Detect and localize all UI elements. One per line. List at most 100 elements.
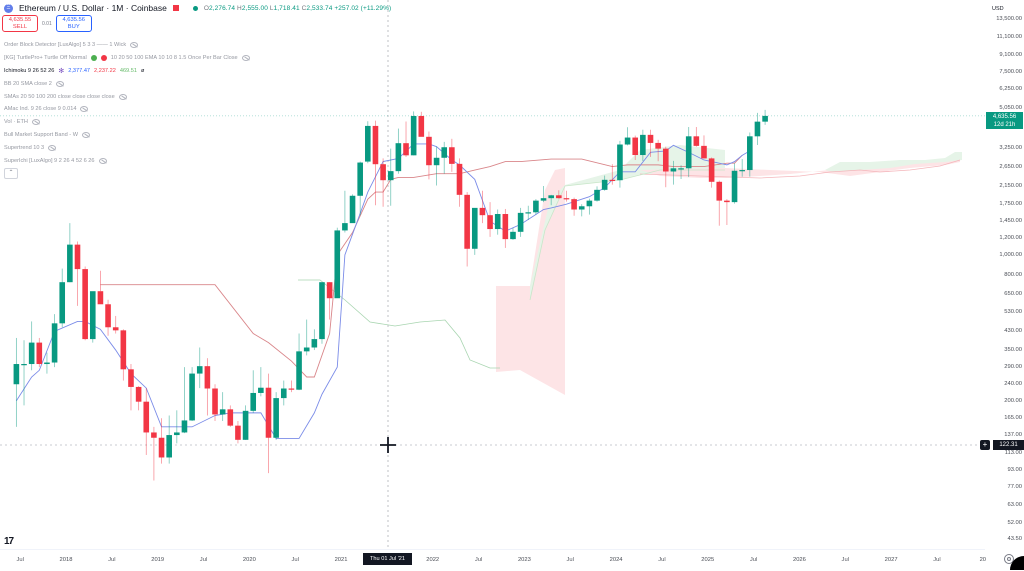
crosshair-time-tag: Thu 01 Jul '21 — [363, 553, 412, 565]
candle — [89, 291, 96, 340]
price-tick: 6,250.00 — [999, 85, 1022, 92]
candle — [449, 147, 455, 164]
legend-vol[interactable]: Vol · ETH — [4, 116, 250, 129]
sell-button[interactable]: 4,635.55 SELL — [2, 15, 38, 32]
eye-off-icon[interactable] — [241, 55, 250, 62]
price-tick: 2,150.00 — [999, 182, 1022, 189]
price-tick: 113.00 — [1004, 449, 1022, 456]
candle — [319, 282, 325, 340]
price-chart[interactable] — [0, 0, 985, 549]
legend-supertrend[interactable]: Supertrend 10 3 — [4, 141, 250, 154]
candle — [479, 207, 486, 216]
time-tick: 2018 — [59, 557, 73, 563]
candle — [525, 212, 532, 214]
candle — [494, 214, 501, 230]
price-tick: 1,450.00 — [999, 218, 1022, 225]
legend-bb[interactable]: BB 20 SMA close 2 — [4, 77, 250, 90]
candle — [624, 137, 631, 145]
candle — [357, 162, 363, 196]
candle — [204, 366, 211, 389]
green-dot-icon — [90, 55, 97, 62]
candle — [288, 388, 295, 390]
candle — [510, 231, 516, 240]
candle — [44, 362, 50, 365]
candle — [655, 142, 661, 149]
candle — [273, 398, 279, 438]
legend-order-block[interactable]: Order Block Detector [LuxAlgo] 5 3 3 —— … — [4, 39, 250, 52]
eye-off-icon[interactable] — [130, 42, 139, 49]
candle — [762, 115, 768, 122]
candle — [540, 198, 547, 201]
candle — [151, 432, 157, 438]
time-tick: Jul — [108, 557, 116, 563]
candle — [112, 327, 119, 331]
candle — [219, 409, 226, 415]
symbol-title[interactable]: Ethereum / U.S. Dollar · 1M · Coinbase — [19, 3, 167, 13]
price-tick: 650.00 — [1004, 290, 1022, 297]
candle — [143, 401, 150, 433]
candle — [678, 168, 684, 170]
candle — [365, 125, 371, 162]
candle — [242, 410, 249, 440]
add-alert-button[interactable]: + — [980, 440, 990, 450]
time-tick: 2019 — [151, 557, 165, 563]
legend-bull-band[interactable]: Bull Market Support Band - W — [4, 129, 250, 142]
eye-off-icon[interactable] — [80, 106, 89, 113]
eye-off-icon[interactable] — [31, 119, 40, 126]
candle — [701, 145, 707, 159]
price-tick: 430.00 — [1004, 328, 1022, 335]
legend-turtlepro[interactable]: [KG] TurtlePro+ Turtle Off Normal 10 20 5… — [4, 52, 250, 65]
time-tick: 2027 — [884, 557, 898, 563]
eye-off-icon[interactable] — [55, 80, 64, 87]
price-axis[interactable]: 13,500.00 11,100.00 9,100.00 7,500.00 6,250.… — [985, 0, 1024, 549]
ichimoku-cloud-future-bearish — [640, 158, 960, 178]
price-tick: 9,100.00 — [999, 51, 1022, 58]
flag-icon[interactable] — [172, 5, 179, 11]
legend-ichimoku[interactable]: Ichimoku 9 26 52 26 ✻ 2,377.47 2,237.22 469.… — [4, 67, 145, 75]
time-axis[interactable]: Jul 2018 Jul 2019 Jul 2020 Jul 2021 2022 Jul 2023 J… — [0, 549, 987, 571]
eye-off-icon[interactable] — [118, 93, 127, 100]
candle — [67, 244, 73, 283]
legend-superichi[interactable]: SuperIchi [LuxAlgo] 9 2 26 4 52 6 26 — [4, 154, 250, 167]
candle — [724, 200, 730, 203]
time-tick: 20 — [979, 557, 987, 563]
candle — [670, 168, 677, 172]
candle — [502, 214, 509, 240]
price-tick: 2,650.00 — [999, 163, 1022, 170]
candle — [128, 369, 134, 387]
eye-off-icon[interactable] — [98, 157, 107, 164]
time-tick: 2021 — [334, 557, 348, 563]
eye-off-icon[interactable] — [48, 144, 57, 151]
candle — [21, 364, 27, 366]
time-tick: Jul — [658, 557, 666, 563]
candle — [563, 198, 570, 200]
price-tick: 350.00 — [1004, 347, 1022, 354]
window-corner — [1010, 556, 1024, 570]
time-tick: Jul — [16, 557, 24, 563]
tradingview-logo[interactable]: 17 — [4, 536, 14, 547]
kijun-line — [100, 155, 743, 378]
time-tick: 2023 — [517, 557, 531, 563]
collapse-legend-button[interactable]: ⌃ — [4, 167, 18, 179]
legend-amac[interactable]: AMac Ind. 9 26 close 9 0.014 — [4, 103, 250, 116]
candle — [517, 212, 524, 232]
candle — [372, 125, 379, 165]
candle — [594, 189, 600, 201]
change-value: +257.02 (+11.29%) — [334, 4, 392, 12]
currency-label[interactable]: USD — [992, 6, 1004, 12]
eye-off-icon[interactable] — [82, 131, 90, 138]
market-status-icon — [192, 5, 198, 11]
candle — [303, 347, 310, 352]
candle — [456, 163, 463, 195]
candle — [617, 144, 623, 181]
candle — [235, 425, 241, 440]
candle — [632, 137, 639, 156]
buy-button[interactable]: 4,635.56 BUY — [55, 15, 92, 32]
candle — [395, 143, 402, 172]
price-tick: 530.00 — [1004, 309, 1022, 316]
candle — [13, 364, 20, 385]
legend-smas[interactable]: SMAs 20 50 100 200 close close close clo… — [4, 90, 250, 103]
candle — [716, 181, 723, 201]
candle — [403, 143, 409, 156]
candle — [609, 179, 616, 182]
